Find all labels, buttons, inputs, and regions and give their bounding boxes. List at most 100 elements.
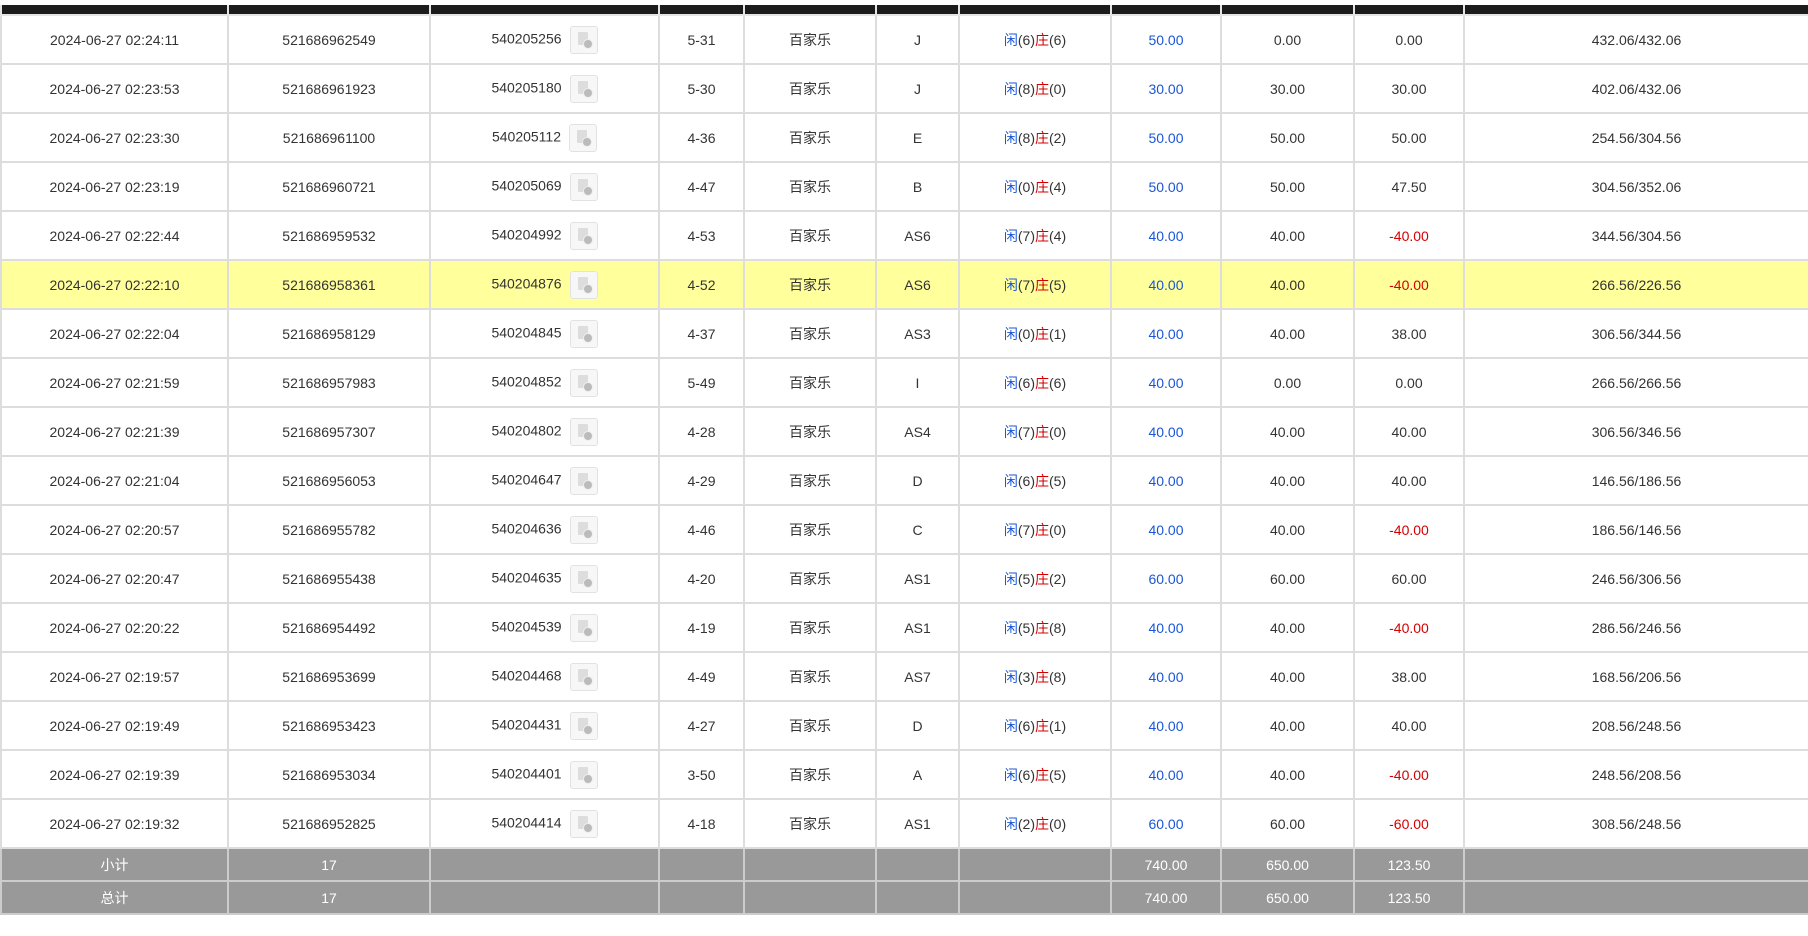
result-cell: 闲(0)庄(4) [958, 161, 1112, 212]
replay-video-icon[interactable] [569, 221, 598, 250]
table-row[interactable]: 2024-06-27 02:20:22 521686954492 540204539… [0, 602, 1808, 653]
replay-video-icon[interactable] [569, 515, 598, 544]
table-row[interactable]: 2024-06-27 02:19:49 521686953423 540204431… [0, 700, 1808, 751]
order-id: 521686953423 [227, 700, 431, 751]
table-row[interactable]: 2024-06-27 02:24:11 521686962549 540205256… [0, 14, 1808, 65]
shoe-number: 4-49 [658, 651, 745, 702]
replay-video-icon[interactable] [569, 270, 598, 299]
player-score: (6) [1017, 766, 1035, 783]
replay-video-icon[interactable] [569, 319, 598, 348]
round-id: 540204401 [491, 765, 562, 782]
game-type: 百家乐 [743, 602, 877, 653]
balance: 402.06/432.06 [1463, 63, 1808, 114]
banker-label: 庄 [1035, 31, 1049, 48]
replay-video-icon[interactable] [569, 662, 598, 691]
order-id: 521686958129 [227, 308, 431, 359]
table-row[interactable]: 2024-06-27 02:21:59 521686957983 540204852… [0, 357, 1808, 408]
table-row[interactable]: 2024-06-27 02:23:30 521686961100 540205112… [0, 112, 1808, 163]
bet-amount: 50.00 [1110, 112, 1222, 163]
game-type: 百家乐 [743, 504, 877, 555]
table-row[interactable]: 2024-06-27 02:23:19 521686960721 540205069… [0, 161, 1808, 212]
win-loss: 0.00 [1353, 357, 1465, 408]
table-id: AS3 [875, 308, 960, 359]
table-row[interactable]: 2024-06-27 02:20:57 521686955782 540204636… [0, 504, 1808, 555]
shoe-number: 5-30 [658, 63, 745, 114]
table-row[interactable]: 2024-06-27 02:22:44 521686959532 540204992… [0, 210, 1808, 261]
replay-video-icon[interactable] [569, 564, 598, 593]
bet-amount: 40.00 [1110, 651, 1222, 702]
banker-label: 庄 [1035, 815, 1049, 832]
balance: 344.56/304.56 [1463, 210, 1808, 261]
table-row[interactable]: 2024-06-27 02:21:04 521686956053 540204647… [0, 455, 1808, 506]
result-cell: 闲(7)庄(0) [958, 504, 1112, 555]
banker-label: 庄 [1035, 276, 1049, 293]
round-id: 540204414 [491, 814, 562, 831]
round-cell: 540204635 [429, 553, 660, 604]
table-row[interactable]: 2024-06-27 02:19:39 521686953034 540204401… [0, 749, 1808, 800]
round-id: 540204845 [491, 324, 562, 341]
banker-label: 庄 [1035, 80, 1049, 97]
player-score: (6) [1017, 472, 1035, 489]
valid-bet: 30.00 [1220, 63, 1355, 114]
round-cell: 540204539 [429, 602, 660, 653]
bet-amount: 30.00 [1110, 63, 1222, 114]
bet-amount: 50.00 [1110, 161, 1222, 212]
replay-video-icon[interactable] [569, 74, 598, 103]
round-cell: 540205256 [429, 14, 660, 65]
bet-amount: 50.00 [1110, 14, 1222, 65]
replay-video-icon[interactable] [569, 466, 598, 495]
replay-video-icon[interactable] [569, 711, 598, 740]
round-cell: 540204852 [429, 357, 660, 408]
shoe-number: 4-47 [658, 161, 745, 212]
order-id: 521686959532 [227, 210, 431, 261]
table-row[interactable]: 2024-06-27 02:21:39 521686957307 540204802… [0, 406, 1808, 457]
banker-label: 庄 [1035, 227, 1049, 244]
subtotal-count: 17 [227, 847, 431, 882]
result-cell: 闲(5)庄(8) [958, 602, 1112, 653]
replay-video-icon[interactable] [569, 417, 598, 446]
replay-video-icon[interactable] [569, 760, 598, 789]
order-id: 521686953034 [227, 749, 431, 800]
table-row[interactable]: 2024-06-27 02:23:53 521686961923 540205180… [0, 63, 1808, 114]
round-cell: 540204414 [429, 798, 660, 849]
round-cell: 540204468 [429, 651, 660, 702]
bet-time: 2024-06-27 02:19:32 [0, 798, 229, 849]
table-id: AS1 [875, 798, 960, 849]
table-row[interactable]: 2024-06-27 02:19:57 521686953699 540204468… [0, 651, 1808, 702]
table-row[interactable]: 2024-06-27 02:20:47 521686955438 540204635… [0, 553, 1808, 604]
bet-records-table: 2024-06-27 02:24:11 521686962549 540205256… [0, 5, 1808, 915]
order-id: 521686961100 [227, 112, 431, 163]
table-row[interactable]: 2024-06-27 02:19:32 521686952825 540204414… [0, 798, 1808, 849]
player-score: (6) [1017, 31, 1035, 48]
replay-video-icon[interactable] [569, 123, 598, 152]
round-id: 540205256 [491, 30, 562, 47]
shoe-number: 4-28 [658, 406, 745, 457]
replay-video-icon[interactable] [569, 25, 598, 54]
win-loss: 50.00 [1353, 112, 1465, 163]
round-cell: 540204431 [429, 700, 660, 751]
banker-score: (2) [1049, 129, 1067, 146]
banker-score: (8) [1049, 619, 1067, 636]
replay-video-icon[interactable] [569, 809, 598, 838]
win-loss: 30.00 [1353, 63, 1465, 114]
table-row[interactable]: 2024-06-27 02:22:04 521686958129 540204845… [0, 308, 1808, 359]
win-loss: -60.00 [1353, 798, 1465, 849]
game-type: 百家乐 [743, 798, 877, 849]
replay-video-icon[interactable] [569, 368, 598, 397]
replay-video-icon[interactable] [569, 172, 598, 201]
round-cell: 540205069 [429, 161, 660, 212]
bet-time: 2024-06-27 02:23:53 [0, 63, 229, 114]
table-row[interactable]: 2024-06-27 02:22:10 521686958361 540204876… [0, 259, 1808, 310]
total-win: 123.50 [1353, 880, 1465, 915]
valid-bet: 40.00 [1220, 602, 1355, 653]
banker-score: (6) [1049, 374, 1067, 391]
banker-score: (6) [1049, 31, 1067, 48]
result-cell: 闲(6)庄(6) [958, 357, 1112, 408]
replay-video-icon[interactable] [569, 613, 598, 642]
bet-time: 2024-06-27 02:23:30 [0, 112, 229, 163]
table-id: C [875, 504, 960, 555]
valid-bet: 50.00 [1220, 112, 1355, 163]
valid-bet: 40.00 [1220, 455, 1355, 506]
player-label: 闲 [1003, 276, 1018, 293]
banker-score: (0) [1049, 521, 1067, 538]
